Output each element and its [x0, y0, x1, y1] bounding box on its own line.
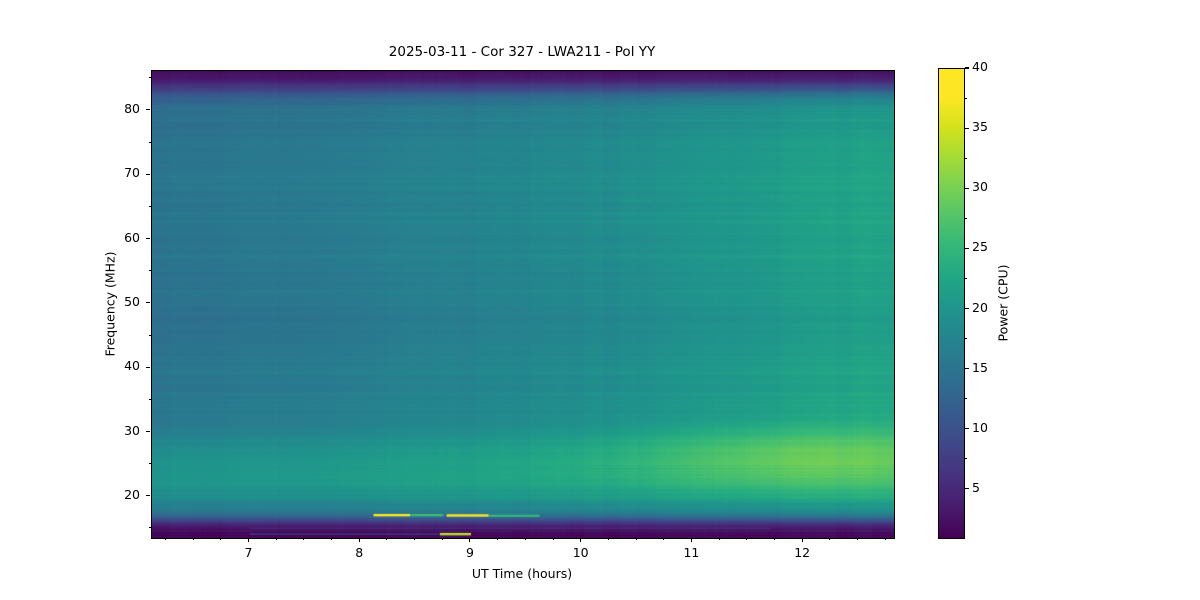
x-minor-tick — [746, 538, 748, 541]
x-minor-tick — [607, 538, 609, 541]
colorbar-major-tick — [965, 488, 969, 490]
x-major-tick — [801, 538, 803, 542]
colorbar-major-tick — [965, 428, 969, 430]
y-minor-tick — [148, 463, 151, 465]
colorbar-major-tick — [965, 307, 969, 310]
y-minor-tick — [148, 527, 151, 529]
colorbar-gradient — [939, 69, 964, 538]
x-minor-tick — [774, 538, 775, 541]
x-major-tick — [247, 538, 249, 542]
colorbar-major-tick — [965, 67, 969, 69]
y-major-tick — [146, 237, 150, 240]
x-minor-tick — [441, 538, 443, 541]
colorbar-title: Power (CPU) — [995, 264, 1011, 341]
y-minor-tick — [148, 205, 151, 207]
x-minor-tick — [829, 538, 831, 541]
y-minor-tick — [148, 141, 151, 143]
y-major-tick — [146, 173, 150, 175]
x-minor-tick — [524, 538, 526, 541]
y-axis-title: Frequency (MHz) — [102, 250, 118, 357]
spectrogram-image — [152, 71, 894, 538]
y-minor-tick — [148, 270, 151, 272]
x-minor-tick — [497, 538, 499, 541]
colorbar-minor-tick — [965, 398, 968, 400]
x-major-tick — [469, 538, 471, 542]
x-minor-tick — [857, 538, 859, 541]
y-minor-tick — [148, 77, 151, 79]
colorbar-major-tick — [965, 247, 969, 249]
colorbar-major-tick — [965, 368, 969, 370]
chart-title: 2025-03-11 - Cor 327 - LWA211 - Pol YY — [388, 44, 656, 60]
x-minor-tick — [635, 538, 637, 541]
colorbar[interactable] — [938, 68, 965, 539]
x-tick-label: 11 — [683, 545, 700, 560]
x-minor-tick — [884, 538, 886, 541]
x-major-tick — [580, 538, 582, 542]
spectrogram-axes[interactable] — [151, 70, 895, 539]
x-axis-title: UT Time (hours) — [471, 566, 573, 581]
x-minor-tick — [552, 538, 554, 541]
colorbar-minor-tick — [965, 277, 968, 279]
x-minor-tick — [663, 538, 665, 541]
y-major-tick — [146, 109, 150, 111]
x-minor-tick — [718, 538, 720, 541]
x-minor-tick — [414, 538, 416, 541]
x-minor-tick — [275, 538, 277, 541]
y-major-tick — [146, 430, 150, 433]
x-tick-label: 12 — [794, 545, 811, 560]
colorbar-major-tick — [965, 187, 969, 189]
x-tick-label: 8 — [355, 545, 364, 560]
y-major-tick — [146, 495, 150, 497]
colorbar-minor-tick — [965, 458, 968, 460]
y-major-tick — [146, 302, 150, 304]
x-tick-label: 10 — [572, 545, 589, 560]
colorbar-minor-tick — [965, 338, 968, 340]
colorbar-minor-tick — [965, 217, 968, 219]
x-minor-tick — [220, 538, 222, 541]
x-major-tick — [690, 538, 692, 542]
x-minor-tick — [192, 538, 194, 541]
x-minor-tick — [331, 538, 333, 541]
colorbar-major-tick — [965, 127, 969, 129]
y-minor-tick — [148, 398, 151, 400]
x-major-tick — [358, 538, 360, 542]
colorbar-minor-tick — [965, 97, 968, 99]
x-minor-tick — [303, 538, 305, 541]
x-tick-label: 9 — [465, 545, 474, 560]
spectrogram-pixels — [152, 71, 894, 538]
y-minor-tick — [148, 334, 151, 336]
x-minor-tick — [386, 538, 388, 541]
y-major-tick — [146, 366, 150, 368]
x-tick-label: 7 — [244, 545, 253, 560]
x-minor-tick — [164, 538, 166, 541]
colorbar-minor-tick — [965, 157, 968, 159]
